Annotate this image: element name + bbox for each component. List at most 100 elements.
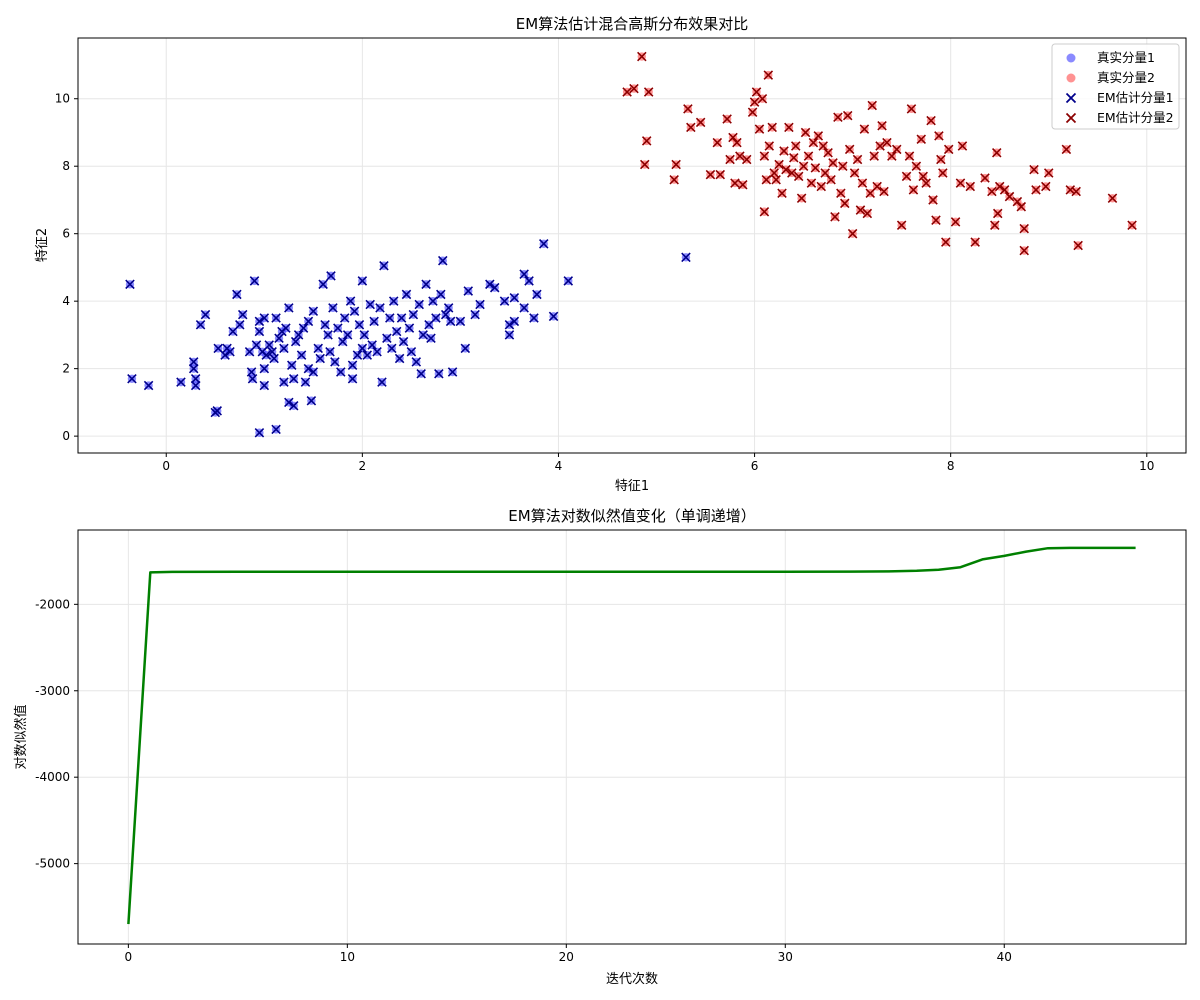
em-estimate-point: [965, 181, 976, 192]
legend-cross-marker: [1065, 112, 1077, 124]
em-estimate-point: [188, 357, 199, 367]
em-estimate-point: [394, 353, 405, 364]
em-estimate-point: [906, 104, 917, 114]
x-tick-label: 2: [359, 459, 367, 473]
em-estimate-point: [509, 293, 520, 303]
em-estimate-point: [308, 367, 319, 377]
em-estimate-point: [485, 279, 495, 290]
em-estimate-point: [1012, 196, 1023, 207]
em-estimate-point: [509, 316, 520, 327]
em-estimate-point: [274, 333, 284, 344]
em-estimate-point: [337, 336, 348, 347]
em-estimate-point: [563, 276, 574, 286]
em-estimate-point: [818, 141, 828, 151]
em-estimate-point: [200, 309, 211, 320]
em-estimate-point: [803, 151, 814, 161]
likelihood-panel: 0 10 20 30 40 -5000 -4000 -3000 -2000 EM算法对数似然值变…: [13, 507, 1187, 987]
scatter-x-label: 特征1: [615, 479, 649, 494]
em-estimate-point: [271, 424, 281, 435]
y-tick-label: 6: [62, 227, 70, 241]
em-estimate-point: [336, 367, 346, 377]
likelihood-title: EM算法对数似然值变化（单调递增）: [508, 507, 755, 525]
em-estimate-point: [771, 174, 781, 185]
em-estimate-point: [437, 255, 448, 266]
em-estimate-point: [1065, 185, 1076, 195]
em-estimate-point: [519, 269, 529, 279]
log-likelihood-line: [127, 546, 1136, 925]
em-estimate-point: [426, 333, 436, 344]
em-estimate-point: [315, 353, 325, 364]
em-estimate-point: [641, 136, 652, 146]
em-estimate-point: [1041, 181, 1051, 192]
em-estimate-point: [800, 127, 811, 138]
em-estimate-point: [629, 83, 639, 94]
em-estimate-point: [777, 188, 787, 198]
em-estimate-point: [414, 299, 424, 310]
em-estimate-point: [259, 363, 270, 374]
em-estimate-point: [790, 141, 801, 151]
em-estimate-point: [683, 104, 693, 114]
em-estimate-point: [793, 171, 804, 182]
em-estimate-point: [1107, 193, 1118, 204]
x-tick-label: 6: [751, 459, 759, 473]
em-estimate-point: [296, 350, 307, 360]
em-estimate-point: [303, 316, 314, 327]
em-estimate-point: [712, 137, 723, 148]
em-estimate-point: [875, 141, 885, 151]
em-estimate-point: [1019, 223, 1029, 234]
em-estimate-point: [992, 208, 1003, 219]
em-estimate-point: [195, 320, 206, 330]
em-estimate-point: [847, 228, 858, 239]
em-estimate-point: [347, 374, 358, 384]
em-estimate-point: [259, 380, 270, 391]
em-estimate-point: [796, 193, 807, 204]
legend-label: EM估计分量1: [1097, 90, 1174, 105]
x-tick-label: 0: [162, 459, 170, 473]
em-estimate-point: [916, 134, 927, 144]
y-tick-label: 10: [55, 92, 70, 106]
em-estimate-point: [728, 132, 738, 143]
em-estimate-point: [639, 159, 650, 170]
em-estimate-point: [918, 171, 928, 182]
em-estimate-point: [298, 323, 309, 333]
em-estimate-point: [279, 343, 289, 354]
em-estimate-point: [901, 171, 912, 182]
em-estimate-point: [1043, 168, 1054, 178]
em-estimate-point: [764, 141, 775, 151]
likelihood-plot-frame: [77, 529, 1187, 945]
legend-box: [1051, 43, 1180, 130]
em-estimate-point: [320, 320, 330, 330]
em-estimate-point: [695, 117, 706, 128]
em-estimate-point: [1061, 144, 1072, 155]
em-estimate-point: [816, 181, 827, 192]
em-estimate-point: [365, 299, 375, 310]
legend-circle-marker: [1066, 53, 1076, 63]
em-estimate-point: [406, 347, 417, 357]
em-estimate-point: [377, 377, 387, 387]
y-tick-label: -2000: [35, 597, 70, 611]
em-estimate-point: [499, 296, 510, 306]
em-estimate-point: [313, 343, 323, 354]
em-estimate-point: [286, 360, 297, 371]
em-estimate-point: [1016, 201, 1027, 212]
em-estimate-point: [354, 320, 365, 330]
em-estimate-point: [941, 237, 951, 247]
em-estimate-point: [823, 147, 833, 158]
em-estimate-point: [810, 163, 821, 173]
em-estimate-point: [431, 313, 441, 323]
em-estimate-point: [237, 309, 248, 320]
em-estimate-point: [1029, 164, 1039, 175]
em-estimate-point: [852, 154, 863, 165]
em-estimate-point: [357, 343, 368, 354]
em-estimate-point: [747, 107, 758, 117]
em-estimate-point: [463, 286, 474, 296]
em-estimate-point: [681, 252, 691, 263]
x-tick-label: 40: [997, 950, 1012, 964]
em-estimate-point: [1071, 186, 1081, 197]
em-estimate-point: [943, 144, 954, 155]
em-estimate-point: [738, 180, 748, 190]
x-tick-label: 8: [947, 459, 955, 473]
em-estimate-point: [460, 343, 471, 354]
